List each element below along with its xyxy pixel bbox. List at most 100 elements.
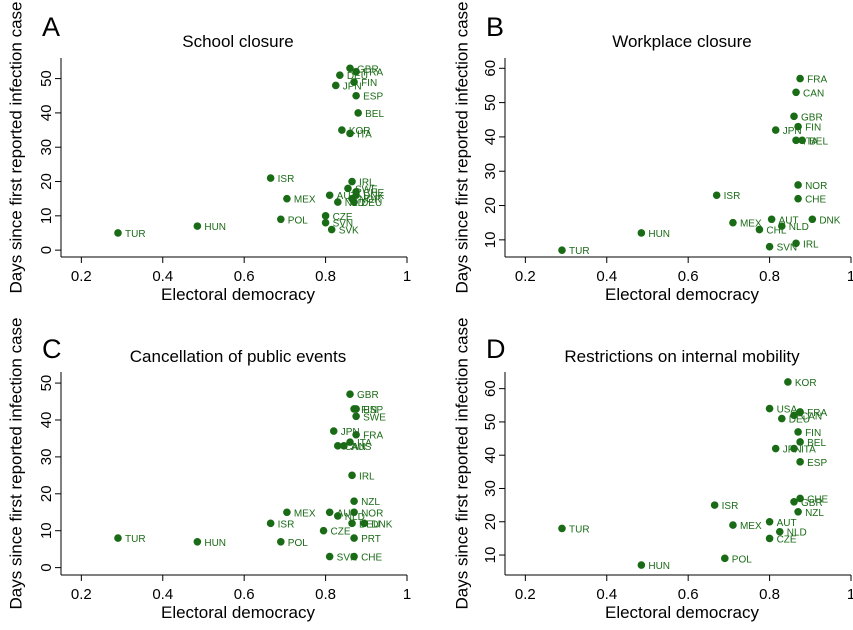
data-point-label: FRA	[807, 75, 827, 86]
x-tick-label: 0.8	[315, 268, 336, 285]
data-point	[352, 405, 360, 413]
panel-letter: D	[486, 334, 506, 364]
data-point	[327, 225, 336, 234]
data-point-label: GBR	[801, 498, 823, 509]
data-point	[348, 519, 356, 528]
data-point-label: HUN	[204, 222, 226, 233]
data-point	[114, 534, 122, 542]
data-point	[808, 215, 817, 224]
data-point-label: MEX	[294, 508, 316, 519]
data-point	[778, 222, 786, 230]
data-point	[792, 136, 800, 145]
data-point-label: NLD	[787, 528, 807, 539]
data-point	[321, 212, 330, 220]
data-point	[765, 517, 774, 526]
x-tick-label: 0.2	[515, 586, 536, 603]
data-point	[338, 126, 346, 134]
data-point-label: ESP	[807, 458, 827, 469]
data-point	[558, 524, 566, 533]
data-point-label: TUR	[569, 246, 590, 257]
y-tick-label: 10	[482, 547, 499, 564]
data-point	[334, 512, 342, 520]
data-point	[266, 174, 275, 182]
data-point-label: NZL	[361, 497, 380, 508]
data-point	[346, 438, 354, 446]
data-point-label: JPN	[343, 81, 362, 92]
data-point-label: ITA	[803, 136, 818, 147]
panel-letter: A	[42, 12, 60, 42]
data-point	[794, 181, 802, 189]
data-point	[790, 112, 798, 121]
data-point-label: AUT	[777, 518, 797, 529]
data-point-label: HUN	[648, 561, 670, 572]
data-point	[331, 81, 340, 90]
data-point-label: DEU	[359, 519, 380, 530]
data-point	[796, 408, 804, 416]
y-tick-label: 20	[482, 197, 499, 214]
data-point-label: SVN	[333, 219, 354, 230]
data-point-label: AUT	[779, 215, 799, 226]
chart-title: Restrictions on internal mobility	[564, 347, 800, 366]
data-point	[283, 194, 291, 203]
data-point-label: AUT	[337, 191, 357, 202]
data-point-label: IRL	[359, 178, 375, 189]
data-point	[350, 78, 358, 86]
data-point	[794, 507, 802, 516]
y-tick-label: 60	[482, 380, 499, 397]
data-point	[794, 122, 802, 131]
data-point-label: HUN	[204, 538, 226, 549]
x-tick-label: 1	[847, 586, 853, 603]
data-point-label: DNK	[363, 191, 384, 202]
chart-panel-d: D Restrictions on internal mobility 0.2 0.4…	[452, 318, 853, 622]
data-point-label: KOR	[795, 378, 817, 389]
data-point	[348, 177, 356, 186]
data-point-label: NZL	[805, 508, 824, 519]
data-point-label: FIN	[361, 405, 377, 416]
data-point	[796, 438, 804, 446]
y-tick-label: 50	[482, 414, 499, 431]
y-tick-label: 0	[38, 563, 55, 571]
y-tick-label: 50	[38, 70, 55, 87]
data-point	[729, 218, 737, 227]
x-tick-label: 1	[403, 268, 411, 285]
data-point	[348, 471, 356, 480]
data-point-label: ESP	[363, 92, 383, 103]
data-point	[325, 552, 334, 561]
y-tick-label: 50	[38, 375, 55, 392]
y-tick-label: 30	[482, 480, 499, 497]
x-tick-label: 0.4	[152, 586, 173, 603]
data-point	[792, 88, 800, 97]
data-point-label: ISR	[722, 501, 739, 512]
data-point	[344, 184, 352, 193]
data-point-label: ISR	[724, 191, 741, 202]
data-point	[340, 442, 348, 450]
y-tick-label: 0	[38, 246, 55, 254]
data-point	[334, 442, 342, 450]
data-point-label: BEL	[809, 136, 828, 147]
x-tick-label: 0.6	[234, 586, 255, 603]
data-point-label: CHE	[363, 188, 384, 199]
data-point-label: JPN	[783, 126, 802, 137]
data-point-label: CHE	[807, 494, 828, 505]
data-point-label: POL	[288, 538, 308, 549]
data-point-label: GBR	[357, 390, 379, 401]
data-point	[790, 444, 798, 453]
data-point	[325, 191, 334, 200]
x-tick-label: 0.2	[71, 268, 92, 285]
data-point	[321, 218, 330, 227]
data-point-label: HUN	[648, 229, 670, 240]
x-tick-label: 1	[847, 268, 853, 285]
data-point	[712, 191, 721, 200]
y-tick-label: 30	[38, 139, 55, 156]
data-point	[771, 126, 780, 134]
data-point	[354, 109, 362, 117]
data-point	[350, 198, 358, 206]
data-point	[796, 458, 804, 466]
x-tick-label: 0.4	[152, 268, 173, 285]
y-tick-label: 10	[38, 522, 55, 539]
y-tick-label: 20	[38, 485, 55, 502]
data-point-label: FIN	[361, 78, 377, 89]
y-tick-label: 40	[38, 105, 55, 122]
x-tick-label: 0.2	[71, 586, 92, 603]
